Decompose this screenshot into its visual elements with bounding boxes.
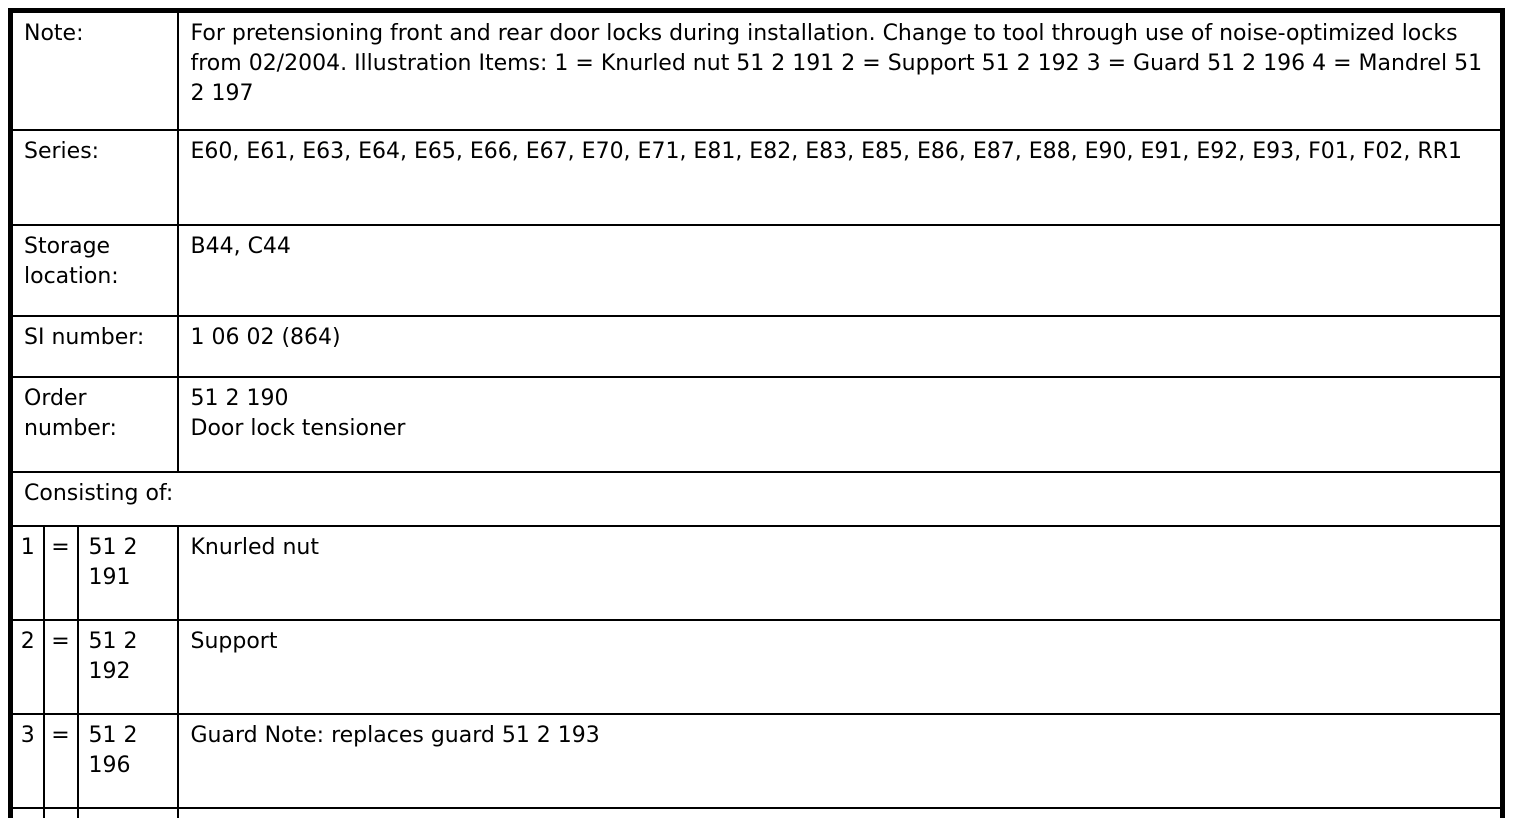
item-index: 2 xyxy=(9,619,45,715)
item-description: Mandrel Note: replaces mandrel 51 2 194 xyxy=(176,807,1504,818)
order-number-row: Order number: 51 2 190 Door lock tension… xyxy=(9,376,1504,473)
item-description: Knurled nut xyxy=(176,525,1504,621)
item-row-4: 4 = 51 2 197 Mandrel Note: replaces mand… xyxy=(9,807,1504,818)
order-number-label: Order number: xyxy=(9,376,179,473)
item-row-2: 2 = 51 2 192 Support xyxy=(9,619,1504,715)
consisting-of-label: Consisting of: xyxy=(9,471,1504,527)
equals-sign: = xyxy=(42,713,79,809)
equals-sign: = xyxy=(42,619,79,715)
item-index: 1 xyxy=(9,525,45,621)
item-index: 4 xyxy=(9,807,45,818)
order-number-value: 51 2 190 Door lock tensioner xyxy=(176,376,1504,473)
si-number-value: 1 06 02 (864) xyxy=(176,315,1504,378)
series-row: Series: E60, E61, E63, E64, E65, E66, E6… xyxy=(9,129,1504,226)
equals-sign: = xyxy=(42,807,79,818)
item-part-number: 51 2 191 xyxy=(76,525,179,621)
storage-location-value: B44, C44 xyxy=(176,224,1504,317)
item-description: Support xyxy=(176,619,1504,715)
series-label: Series: xyxy=(9,129,179,226)
equals-sign: = xyxy=(42,525,79,621)
note-label: Note: xyxy=(9,9,179,131)
series-value: E60, E61, E63, E64, E65, E66, E67, E70, … xyxy=(176,129,1504,226)
item-row-1: 1 = 51 2 191 Knurled nut xyxy=(9,525,1504,621)
storage-location-label: Storage location: xyxy=(9,224,179,317)
item-part-number: 51 2 197 xyxy=(76,807,179,818)
si-number-label: SI number: xyxy=(9,315,179,378)
item-part-number: 51 2 192 xyxy=(76,619,179,715)
item-index: 3 xyxy=(9,713,45,809)
item-description: Guard Note: replaces guard 51 2 193 xyxy=(176,713,1504,809)
order-name: Door lock tensioner xyxy=(190,416,406,441)
si-number-row: SI number: 1 06 02 (864) xyxy=(9,315,1504,378)
storage-location-row: Storage location: B44, C44 xyxy=(9,224,1504,317)
tool-info-table: Note: For pretensioning front and rear d… xyxy=(8,8,1505,818)
consisting-of-row: Consisting of: xyxy=(9,471,1504,527)
note-row: Note: For pretensioning front and rear d… xyxy=(9,9,1504,131)
item-row-3: 3 = 51 2 196 Guard Note: replaces guard … xyxy=(9,713,1504,809)
note-value: For pretensioning front and rear door lo… xyxy=(176,9,1504,131)
order-number: 51 2 190 xyxy=(190,386,289,411)
item-part-number: 51 2 196 xyxy=(76,713,179,809)
